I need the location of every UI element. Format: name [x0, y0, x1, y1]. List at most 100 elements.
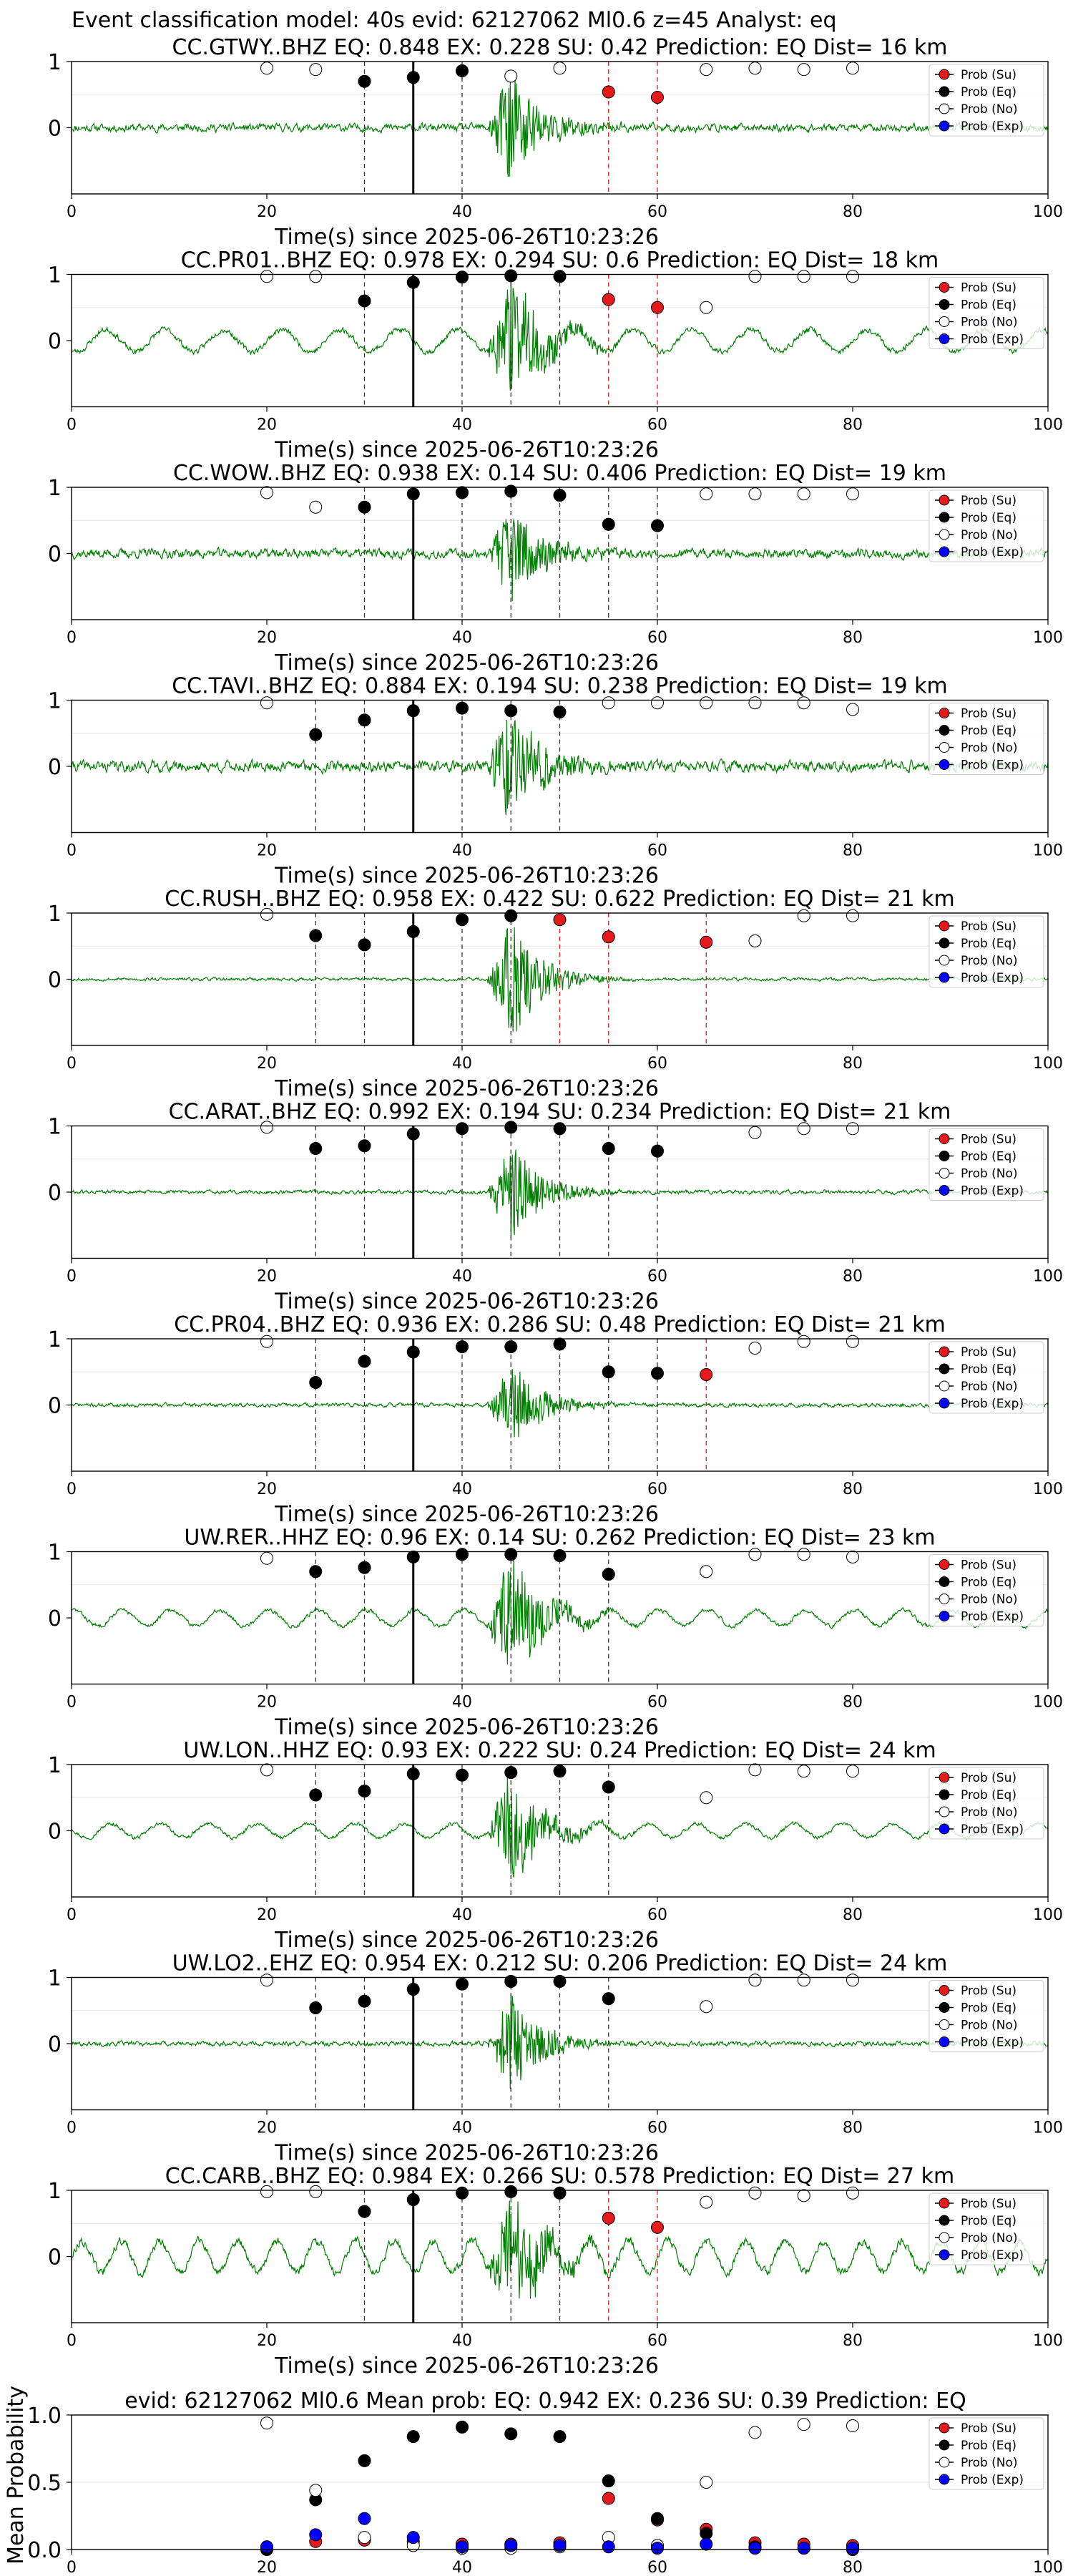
prob-marker-no	[260, 1974, 273, 1987]
legend-marker-no	[939, 2019, 950, 2030]
x-tick-label: 40	[452, 1906, 472, 1924]
legend-marker-eq	[939, 1363, 950, 1375]
waveform-trace	[71, 1993, 1049, 2089]
x-axis-label: Time(s) since 2025-06-26T10:23:26	[274, 1076, 659, 1101]
legend-label: Prob (Su)	[961, 1771, 1016, 1785]
legend-box	[929, 1767, 1044, 1840]
prob-marker-no	[651, 696, 664, 710]
prob-marker-eq	[309, 1376, 323, 1390]
x-axis-label: Time(s) since 2025-06-26T10:23:26	[274, 1502, 659, 1527]
prob-marker-no	[260, 2185, 273, 2198]
prob-marker-no	[700, 1791, 713, 1805]
mean-prob-marker-no	[846, 2419, 859, 2433]
prob-marker-eq	[406, 1345, 420, 1359]
prob-marker-eq	[309, 2001, 323, 2015]
x-tick-label: 80	[843, 1268, 863, 1286]
y-tick-label: 1	[48, 2179, 62, 2204]
station-panel: CC.CARB..BHZ EQ: 0.984 EX: 0.266 SU: 0.5…	[48, 2164, 1063, 2379]
prob-marker-eq	[309, 929, 323, 942]
prob-marker-no	[748, 1763, 762, 1777]
legend-label: Prob (Eq)	[961, 1150, 1016, 1164]
legend-marker-su	[939, 2422, 950, 2434]
prob-marker-eq	[504, 704, 518, 718]
legend-marker-eq	[939, 2002, 950, 2013]
prob-marker-eq	[553, 1122, 567, 1136]
legend-label: Prob (Eq)	[961, 724, 1016, 738]
prob-marker-su	[602, 2211, 615, 2225]
prob-marker-eq	[553, 2186, 567, 2200]
mean-prob-marker-exp	[602, 2540, 615, 2554]
prob-marker-no	[797, 909, 810, 922]
prob-marker-no	[797, 696, 810, 710]
legend-marker-no	[939, 1168, 950, 1179]
prob-marker-no	[700, 301, 713, 314]
x-tick-label: 40	[452, 2559, 472, 2576]
prob-marker-su	[700, 1367, 713, 1381]
y-tick-label: 0.0	[27, 2538, 62, 2563]
legend-label: Prob (Su)	[961, 2197, 1016, 2211]
legend-label: Prob (No)	[961, 528, 1018, 542]
prob-marker-no	[700, 1565, 713, 1579]
x-tick-label: 20	[257, 1268, 277, 1286]
y-tick-label: 0	[48, 2245, 62, 2270]
legend-label: Prob (Eq)	[961, 2439, 1016, 2453]
waveform-trace	[71, 79, 1049, 177]
prob-marker-eq	[602, 1992, 615, 2006]
legend: Prob (Su) Prob (Eq) Prob (No) Prob (Exp)	[929, 703, 1044, 775]
prob-marker-eq	[358, 1139, 371, 1153]
prob-marker-no	[846, 1974, 859, 1987]
x-tick-label: 80	[843, 1055, 863, 1073]
prob-marker-eq	[456, 1548, 469, 1561]
prob-marker-no	[846, 270, 859, 283]
legend-label: Prob (Exp)	[961, 119, 1024, 134]
prob-marker-no	[260, 1335, 273, 1348]
prob-marker-eq	[553, 270, 567, 283]
x-tick-label: 100	[1033, 1055, 1063, 1073]
legend-label: Prob (Su)	[961, 281, 1016, 296]
prob-marker-eq	[309, 728, 323, 741]
station-panel: CC.ARAT..BHZ EQ: 0.992 EX: 0.194 SU: 0.2…	[48, 1100, 1063, 1314]
legend-label: Prob (Eq)	[961, 298, 1016, 313]
prob-marker-no	[748, 487, 762, 501]
x-axis-label: Time(s) since 2025-06-26T10:23:26	[274, 438, 659, 463]
prob-marker-eq	[456, 2186, 469, 2200]
y-tick-label: 0	[48, 755, 62, 780]
y-tick-label: 1	[48, 1753, 62, 1778]
prob-marker-no	[846, 1550, 859, 1563]
legend: Prob (Su) Prob (Eq) Prob (No) Prob (Exp)	[929, 915, 1044, 988]
mean-prob-marker-exp	[700, 2537, 713, 2551]
mean-prob-marker-exp	[358, 2512, 371, 2525]
prob-marker-eq	[651, 1367, 664, 1380]
mean-prob-marker-su	[602, 2492, 615, 2505]
y-tick-label: 1	[48, 689, 62, 714]
legend: Prob (Su) Prob (Eq) Prob (No) Prob (Exp)	[929, 2192, 1044, 2265]
prob-marker-no	[797, 270, 810, 283]
panel-title: CC.ARAT..BHZ EQ: 0.992 EX: 0.194 SU: 0.2…	[169, 1100, 951, 1125]
legend-label: Prob (No)	[961, 1593, 1018, 1607]
y-tick-label: 0	[48, 2032, 62, 2057]
legend-box	[929, 1980, 1044, 2052]
prob-marker-no	[797, 63, 810, 77]
prob-marker-su	[651, 90, 664, 104]
prob-marker-no	[846, 487, 859, 501]
x-tick-label: 100	[1033, 2559, 1063, 2576]
legend-marker-eq	[939, 1576, 950, 1587]
mean-prob-marker-no	[309, 2484, 323, 2497]
prob-marker-eq	[456, 64, 469, 77]
prob-marker-no	[260, 270, 273, 283]
legend-marker-exp	[939, 1185, 950, 1196]
legend-box	[929, 1341, 1044, 1414]
y-tick-label: 0	[48, 968, 62, 993]
prob-marker-eq	[406, 275, 420, 289]
prob-marker-no	[748, 1341, 762, 1355]
y-tick-label: 1	[48, 50, 62, 75]
legend-marker-eq	[939, 725, 950, 736]
legend: Prob (Su) Prob (Eq) Prob (No) Prob (Exp)	[929, 1128, 1044, 1201]
panel-title: CC.PR01..BHZ EQ: 0.978 EX: 0.294 SU: 0.6…	[181, 248, 939, 273]
x-tick-label: 100	[1033, 1694, 1063, 1712]
mean-prob-marker-eq	[406, 2430, 420, 2444]
prob-marker-no	[700, 487, 713, 501]
x-tick-label: 100	[1033, 842, 1063, 860]
prob-marker-no	[260, 486, 273, 499]
legend-label: Prob (Exp)	[961, 333, 1024, 347]
